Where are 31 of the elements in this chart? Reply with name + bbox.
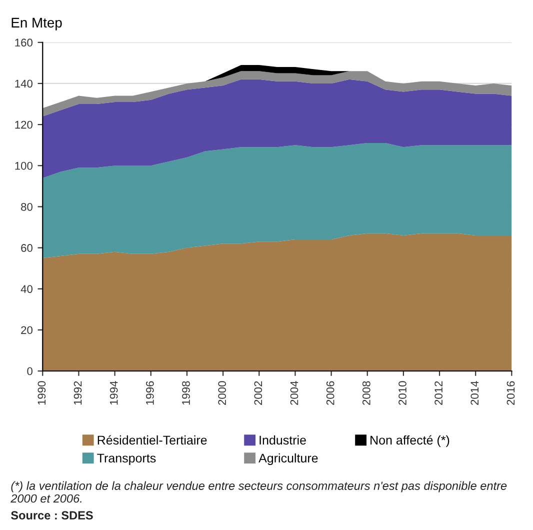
x-tick-label: 1994 bbox=[110, 381, 118, 405]
x-tick-label: 2006 bbox=[326, 381, 334, 405]
x-tick-label: 1992 bbox=[74, 381, 82, 405]
x-tick-label: 2012 bbox=[434, 381, 443, 405]
x-tick-label: 2010 bbox=[398, 381, 406, 405]
y-tick-label: 100 bbox=[15, 162, 32, 170]
legend-label: Industrie bbox=[260, 435, 306, 445]
x-tick-label: 1996 bbox=[146, 381, 154, 405]
y-tick-label: 20 bbox=[21, 326, 32, 334]
x-tick-label: 2008 bbox=[362, 381, 370, 405]
x-tick-label: 2016 bbox=[506, 381, 515, 405]
y-tick-label: 120 bbox=[15, 120, 32, 129]
y-tick-label: 160 bbox=[15, 38, 32, 47]
source-note: Source : SDES bbox=[11, 511, 93, 520]
x-tick-label: 1990 bbox=[38, 381, 46, 405]
y-tick-label: 140 bbox=[15, 80, 32, 88]
x-tick-label: 2004 bbox=[290, 381, 298, 405]
y-axis-title: En Mtep bbox=[12, 18, 62, 30]
legend-label: Résidentiel-Tertiaire bbox=[98, 435, 207, 445]
x-tick-label: 2014 bbox=[470, 381, 479, 405]
y-tick-label: 40 bbox=[20, 285, 32, 293]
legend-label: Non affecté (*) bbox=[370, 435, 450, 448]
y-tick-label: 0 bbox=[27, 367, 32, 376]
x-tick-label: 2002 bbox=[254, 381, 262, 405]
legend-label: Transports bbox=[97, 454, 156, 466]
x-tick-label: 1998 bbox=[182, 381, 190, 405]
y-tick-label: 80 bbox=[21, 202, 32, 211]
legend-label: Agriculture bbox=[258, 453, 318, 466]
y-tick-label: 60 bbox=[21, 244, 32, 252]
x-tick-label: 2000 bbox=[218, 381, 226, 405]
text: (*) la ventilation de la chaleur vendue entre secteurs consommateurs n'est pas disponible entre 2000 et 2006. bbox=[10, 481, 507, 503]
